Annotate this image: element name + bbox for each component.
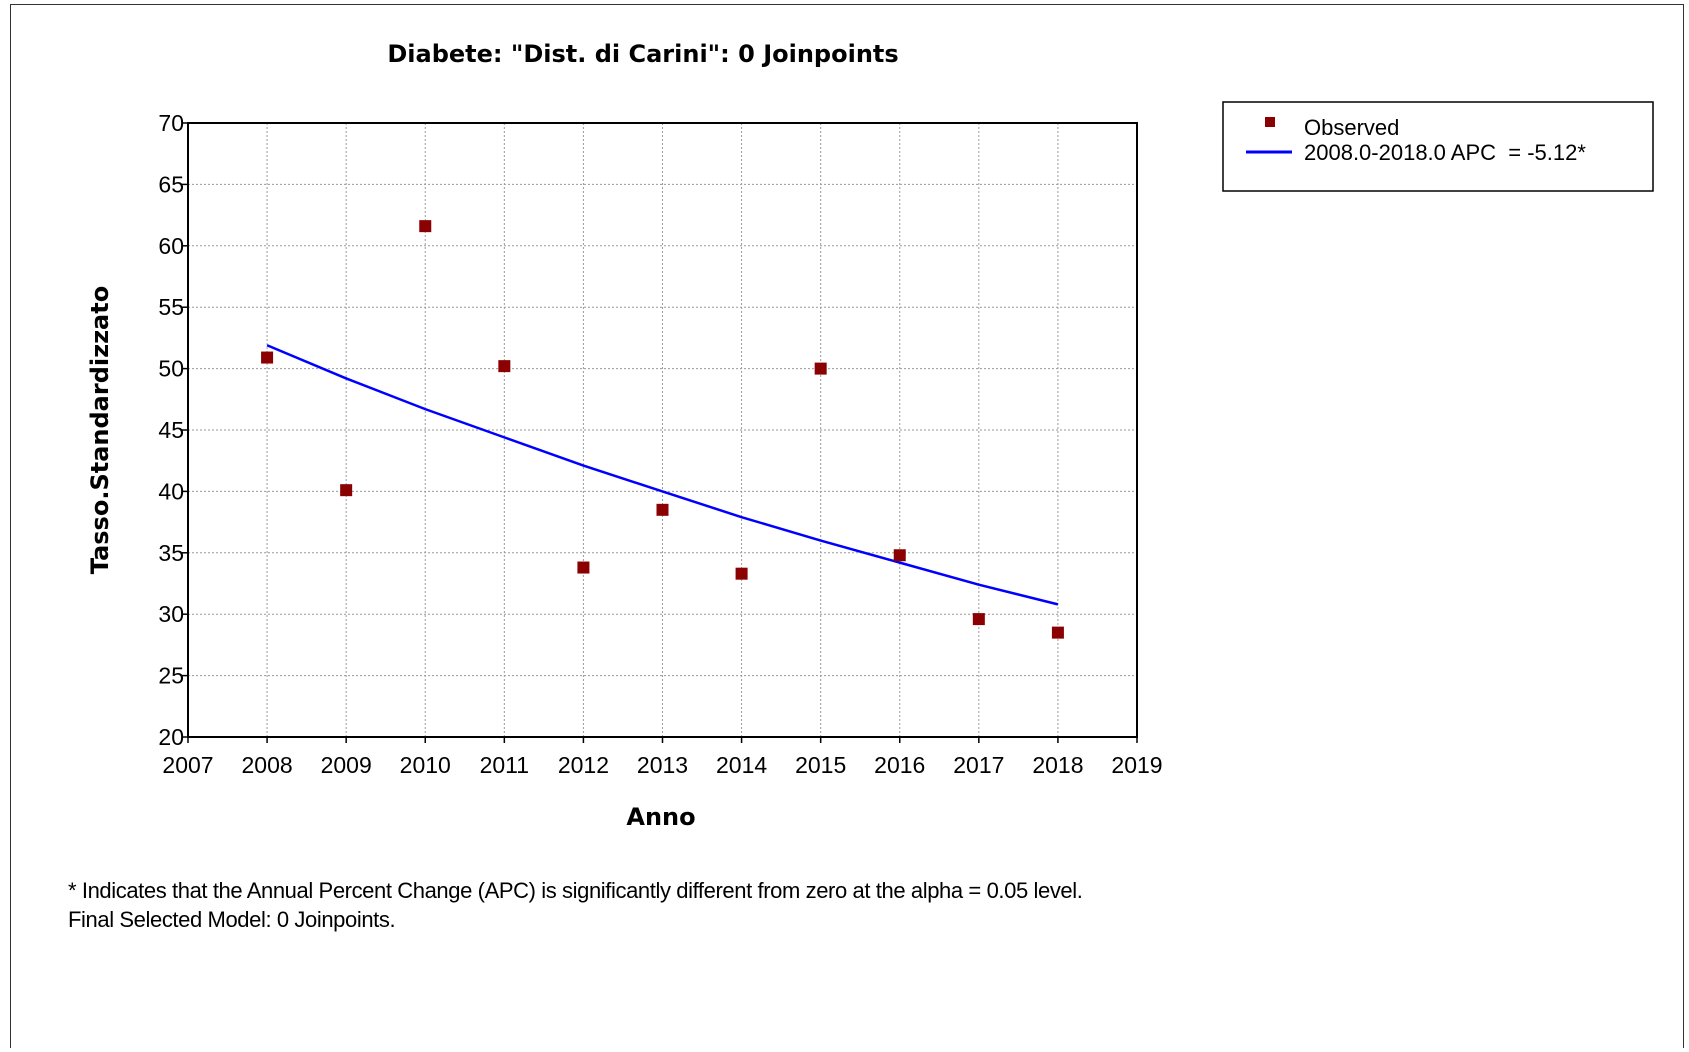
x-tick-label: 2016 bbox=[874, 752, 925, 778]
observed-point bbox=[261, 351, 274, 364]
observed-point bbox=[893, 549, 906, 562]
y-tick-label: 50 bbox=[158, 356, 184, 382]
x-tick-label: 2012 bbox=[558, 752, 609, 778]
observed-point bbox=[972, 613, 985, 626]
y-tick-label: 25 bbox=[158, 663, 184, 689]
fit-line bbox=[266, 344, 1059, 606]
y-tick-label: 40 bbox=[158, 478, 184, 504]
y-axis-ticks: 20 25 30 35 40 45 50 55 60 65 70 bbox=[158, 110, 188, 750]
observed-point bbox=[498, 360, 511, 373]
x-tick-label: 2015 bbox=[795, 752, 846, 778]
footnote-model-note: Final Selected Model: 0 Joinpoints. bbox=[68, 907, 396, 932]
y-tick-label: 20 bbox=[158, 724, 184, 750]
y-axis-title: Tasso.Standardizzato bbox=[86, 286, 114, 574]
y-tick-label: 55 bbox=[158, 294, 184, 320]
x-tick-label: 2013 bbox=[637, 752, 688, 778]
x-tick-label: 2019 bbox=[1111, 752, 1162, 778]
observed-point bbox=[340, 484, 353, 497]
legend: Observed 2008.0-2018.0 APC = -5.12* bbox=[1222, 101, 1654, 192]
x-axis-title: Anno bbox=[626, 803, 695, 831]
x-tick-label: 2009 bbox=[321, 752, 372, 778]
y-tick-label: 65 bbox=[158, 171, 184, 197]
series bbox=[261, 220, 1064, 639]
x-tick-label: 2014 bbox=[716, 752, 767, 778]
x-tick-label: 2011 bbox=[480, 752, 529, 778]
y-tick-label: 30 bbox=[158, 601, 184, 627]
x-tick-label: 2008 bbox=[241, 752, 292, 778]
x-tick-label: 2010 bbox=[400, 752, 451, 778]
x-tick-label: 2017 bbox=[953, 752, 1004, 778]
x-axis-ticks: 2007 2008 2009 2010 2011 2012 2013 2014 2015 2016… bbox=[162, 737, 1163, 778]
observed-point bbox=[656, 503, 669, 516]
observed-point bbox=[1051, 626, 1064, 639]
footnote-apc-note: * Indicates that the Annual Percent Chan… bbox=[68, 878, 1083, 903]
x-tick-label: 2007 bbox=[162, 752, 213, 778]
observed-point bbox=[814, 362, 827, 375]
legend-observed-marker bbox=[1265, 117, 1275, 127]
x-tick-label: 2018 bbox=[1032, 752, 1083, 778]
y-tick-label: 60 bbox=[158, 233, 184, 259]
observed-point bbox=[735, 567, 748, 580]
observed-point bbox=[577, 561, 590, 574]
observed-point bbox=[419, 220, 432, 233]
y-tick-label: 70 bbox=[158, 110, 184, 136]
legend-fit-label: 2008.0-2018.0 APC = -5.12* bbox=[1304, 140, 1586, 165]
chart-title: Diabete: "Dist. di Carini": 0 Joinpoints bbox=[387, 40, 898, 68]
footnote: * Indicates that the Annual Percent Chan… bbox=[68, 876, 1083, 934]
legend-box bbox=[1222, 101, 1654, 192]
legend-observed-label: Observed bbox=[1304, 115, 1399, 140]
y-tick-label: 45 bbox=[158, 417, 184, 443]
grid bbox=[188, 123, 1137, 737]
y-tick-label: 35 bbox=[158, 540, 184, 566]
